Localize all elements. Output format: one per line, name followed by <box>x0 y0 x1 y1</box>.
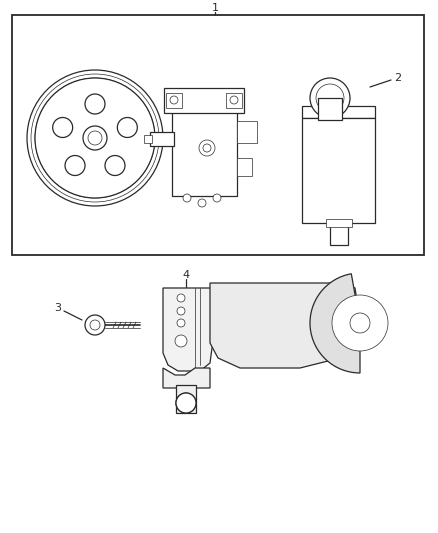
Circle shape <box>199 140 215 156</box>
Bar <box>330 221 348 245</box>
Bar <box>166 93 182 108</box>
Polygon shape <box>163 288 218 371</box>
Bar <box>164 88 244 113</box>
Bar <box>176 385 196 413</box>
Bar <box>318 98 342 120</box>
Circle shape <box>53 117 73 138</box>
Circle shape <box>88 131 102 145</box>
Circle shape <box>177 294 185 302</box>
Circle shape <box>90 320 100 330</box>
Bar <box>150 132 174 146</box>
Circle shape <box>310 78 350 118</box>
Circle shape <box>176 393 196 413</box>
Circle shape <box>105 156 125 175</box>
Polygon shape <box>302 106 375 118</box>
Circle shape <box>35 78 155 198</box>
Circle shape <box>332 295 388 351</box>
Circle shape <box>183 194 191 202</box>
Bar <box>226 93 242 108</box>
Circle shape <box>198 199 206 207</box>
Circle shape <box>177 319 185 327</box>
Text: 1: 1 <box>212 3 219 13</box>
Bar <box>237 121 257 143</box>
Circle shape <box>117 117 138 138</box>
Bar <box>237 158 252 176</box>
Circle shape <box>176 393 196 413</box>
Bar <box>144 135 152 143</box>
Bar <box>326 219 352 227</box>
Text: 2: 2 <box>395 73 402 83</box>
Circle shape <box>83 126 107 150</box>
Circle shape <box>213 194 221 202</box>
Circle shape <box>203 144 211 152</box>
Circle shape <box>350 313 370 333</box>
Wedge shape <box>310 274 360 373</box>
Circle shape <box>65 156 85 175</box>
Polygon shape <box>210 283 358 368</box>
Circle shape <box>316 84 344 112</box>
Polygon shape <box>163 368 210 388</box>
Circle shape <box>85 315 105 335</box>
Circle shape <box>85 94 105 114</box>
Bar <box>172 106 237 196</box>
Circle shape <box>230 96 238 104</box>
Text: 4: 4 <box>183 270 190 280</box>
Bar <box>12 15 424 255</box>
Circle shape <box>175 335 187 347</box>
Bar <box>302 118 375 223</box>
Text: 3: 3 <box>54 303 61 313</box>
Circle shape <box>170 96 178 104</box>
Circle shape <box>177 307 185 315</box>
